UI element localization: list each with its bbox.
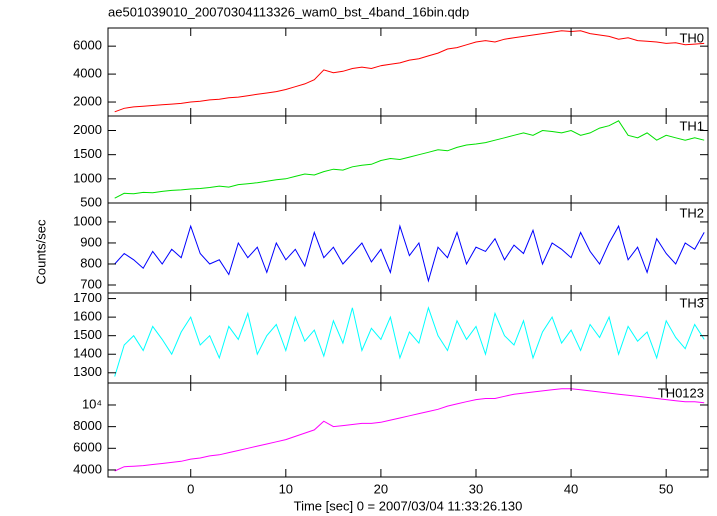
x-tick-label: 0 (187, 481, 194, 496)
y-tick-label: 4000 (73, 461, 102, 476)
data-line (114, 30, 705, 113)
y-tick-label: 1700 (73, 290, 102, 305)
y-axis-label: Counts/sec (33, 219, 48, 285)
chart-title: ae501039010_20070304113326_wam0_bst_4ban… (108, 4, 469, 19)
y-tick-label: 2000 (73, 122, 102, 137)
series-name: TH3 (679, 295, 704, 310)
y-tick-label: 1000 (73, 213, 102, 228)
x-tick-label: 10 (279, 481, 293, 496)
y-tick-label: 10⁴ (82, 396, 102, 411)
y-tick-label: 6000 (73, 38, 102, 53)
y-tick-label: 1600 (73, 309, 102, 324)
data-line (114, 120, 705, 199)
x-tick-label: 30 (469, 481, 483, 496)
x-axis-label: Time [sec] 0 = 2007/03/04 11:33:26.130 (294, 498, 523, 513)
y-tick-label: 1300 (73, 364, 102, 379)
y-tick-label: 1500 (73, 327, 102, 342)
y-tick-label: 4000 (73, 66, 102, 81)
y-tick-label: 1500 (73, 146, 102, 161)
y-tick-label: 900 (80, 234, 102, 249)
panel-frame (107, 115, 709, 204)
series-name: TH1 (679, 118, 704, 133)
data-line (114, 388, 705, 472)
y-tick-label: 2000 (73, 93, 102, 108)
panel-frame (107, 27, 709, 117)
y-tick-label: 8000 (73, 418, 102, 433)
x-tick-label: 40 (564, 481, 578, 496)
series-name: TH0 (679, 30, 704, 45)
y-tick-label: 1400 (73, 346, 102, 361)
y-tick-label: 700 (80, 276, 102, 291)
panel-frame (107, 382, 709, 478)
y-tick-label: 500 (80, 194, 102, 209)
data-line (114, 306, 705, 377)
series-name: TH0123 (658, 385, 704, 400)
data-line (114, 224, 705, 283)
x-tick-label: 20 (374, 481, 388, 496)
y-tick-label: 800 (80, 255, 102, 270)
y-tick-label: 6000 (73, 440, 102, 455)
x-tick-label: 50 (659, 481, 673, 496)
series-name: TH2 (679, 205, 704, 220)
y-tick-label: 1000 (73, 170, 102, 185)
